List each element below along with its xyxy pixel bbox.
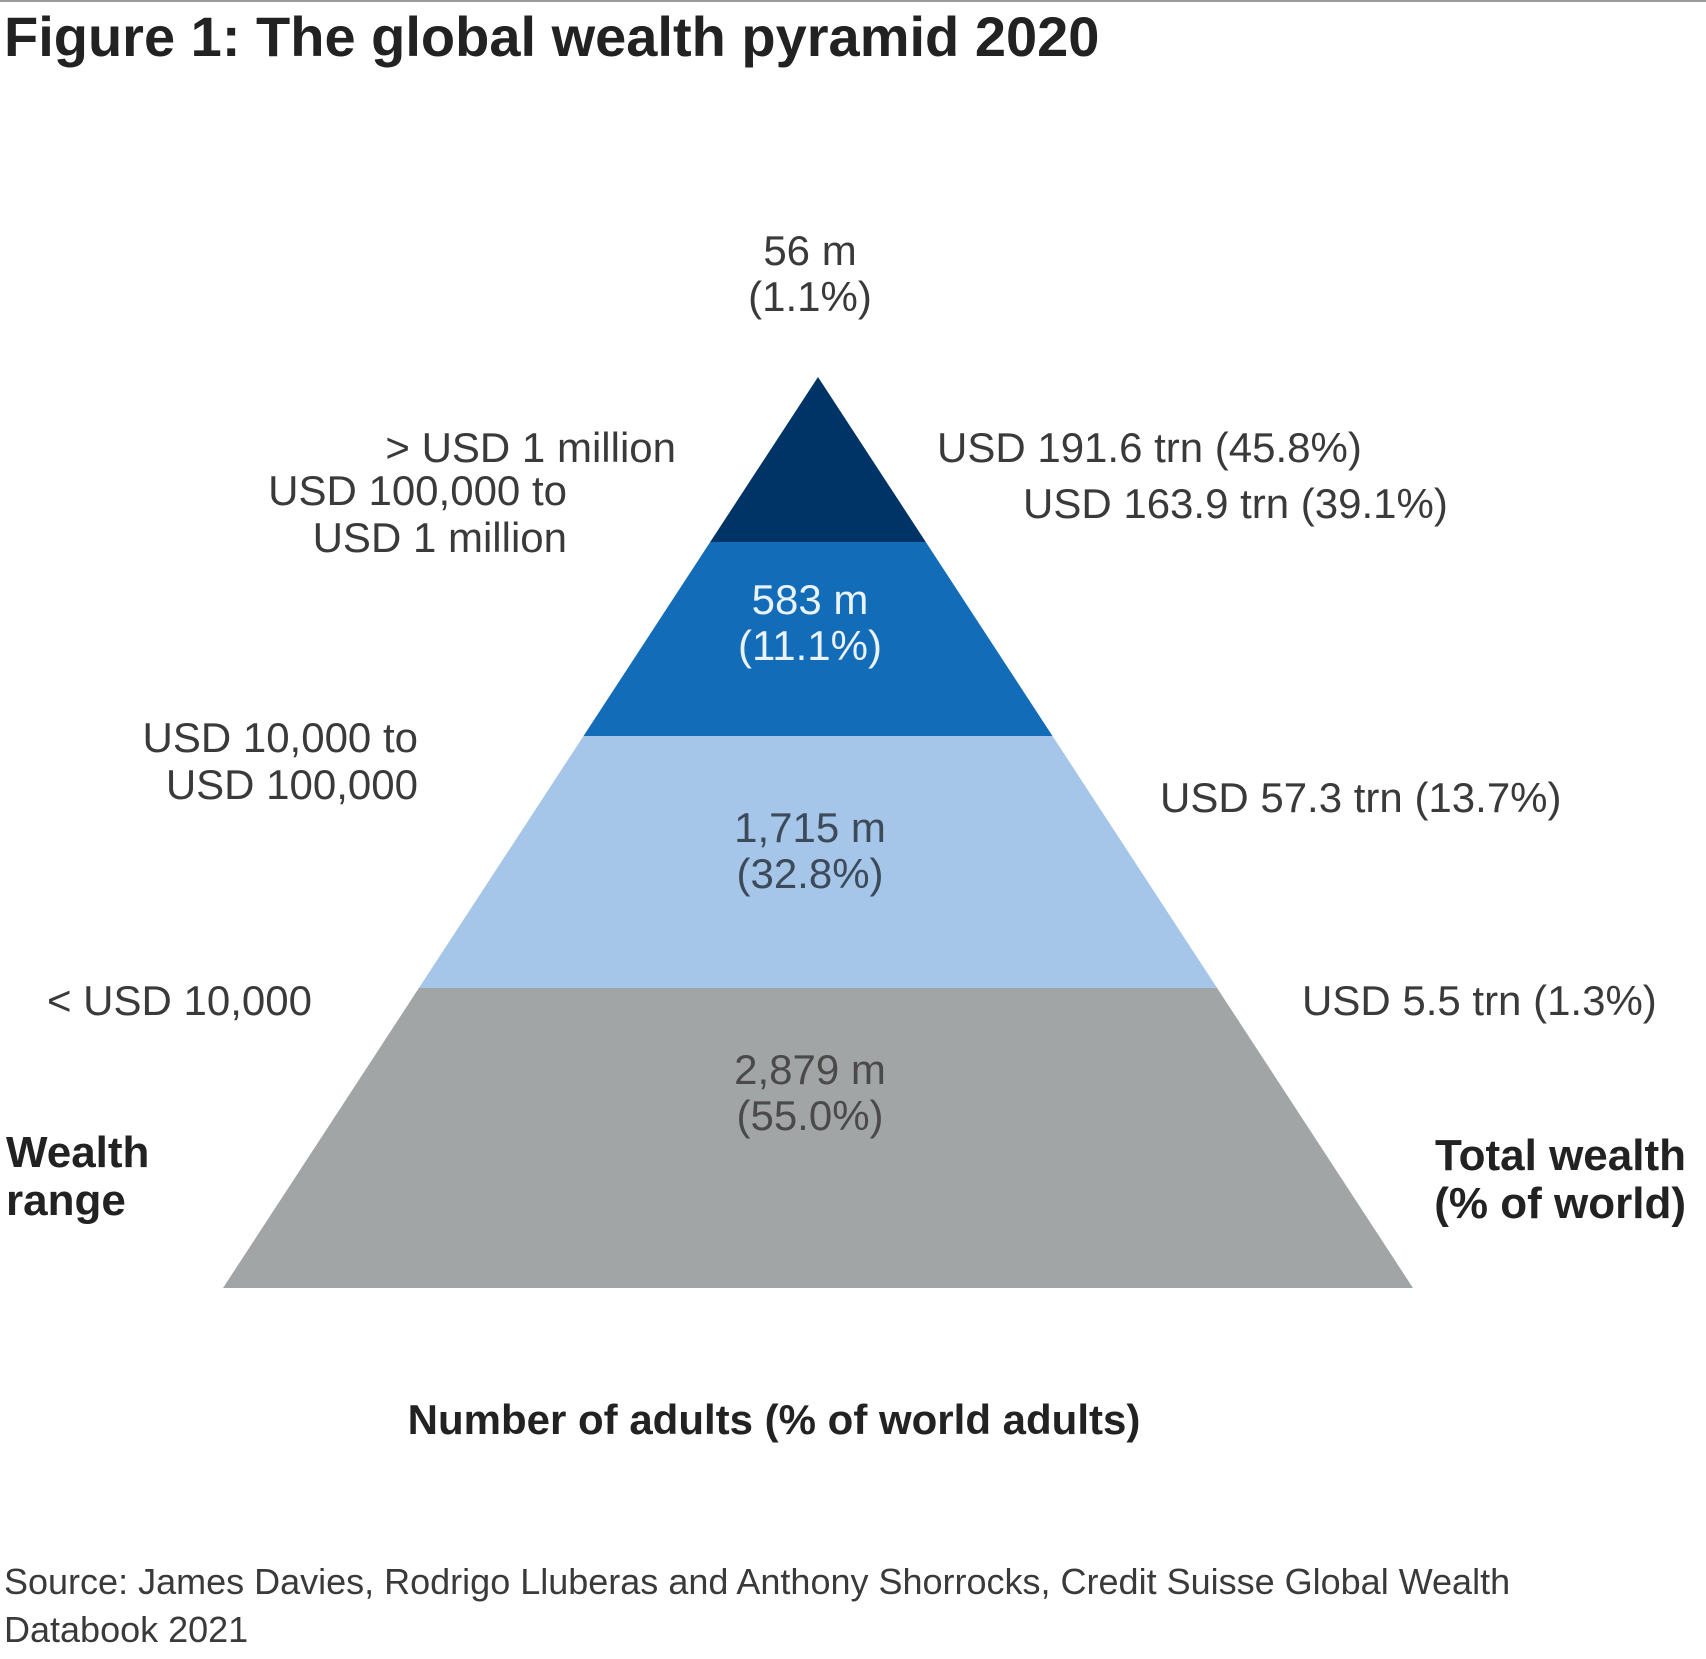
total-wealth-label-4: USD 191.6 trn (45.8%) — [937, 424, 1362, 471]
right-axis-label: Total wealth (% of world) — [1434, 1131, 1686, 1228]
wealth-range-label-3: USD 100,000 to USD 1 million — [268, 467, 567, 561]
pyramid-tier-4 — [710, 377, 926, 542]
wealth-range-label-1: < USD 10,000 — [47, 977, 312, 1024]
total-wealth-label-1: USD 5.5 trn (1.3%) — [1302, 977, 1657, 1024]
adults-count-label-4: 56 m (1.1%) — [748, 227, 872, 320]
adults-count-label-3: 583 m (11.1%) — [738, 576, 882, 669]
wealth-range-label-4: > USD 1 million — [385, 424, 676, 471]
top-rule — [0, 0, 1706, 2]
total-wealth-label-3: USD 163.9 trn (39.1%) — [1023, 480, 1448, 527]
pyramid-tier-2 — [418, 736, 1218, 988]
source-note: Source: James Davies, Rodrigo Lluberas a… — [4, 1561, 1511, 1650]
left-axis-label: Wealth range — [6, 1128, 149, 1225]
adults-count-label-1: 2,879 m (55.0%) — [734, 1046, 886, 1139]
figure-title: Figure 1: The global wealth pyramid 2020 — [4, 5, 1100, 68]
pyramid-tier-3 — [583, 542, 1053, 736]
wealth-range-label-2: USD 10,000 to USD 100,000 — [142, 714, 418, 808]
adults-count-label-2: 1,715 m (32.8%) — [734, 804, 886, 897]
pyramid-tier-1 — [223, 988, 1413, 1288]
x-axis-label: Number of adults (% of world adults) — [408, 1396, 1141, 1443]
total-wealth-label-2: USD 57.3 trn (13.7%) — [1160, 774, 1562, 821]
